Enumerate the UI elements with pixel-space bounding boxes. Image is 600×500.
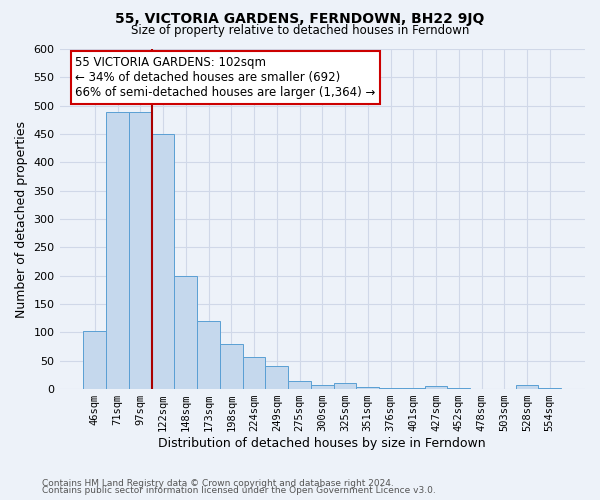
Bar [175,276,197,389]
Bar [242,357,265,389]
Bar [220,344,242,389]
Bar [538,388,561,389]
Bar [129,112,152,389]
Text: 55 VICTORIA GARDENS: 102sqm
← 34% of detached houses are smaller (692)
66% of se: 55 VICTORIA GARDENS: 102sqm ← 34% of det… [76,56,376,99]
Bar [515,385,538,389]
Bar [106,112,129,389]
X-axis label: Distribution of detached houses by size in Ferndown: Distribution of detached houses by size … [158,437,486,450]
Bar [356,388,379,389]
Bar [152,134,175,389]
Bar [311,384,334,389]
Bar [425,386,448,389]
Text: Contains public sector information licensed under the Open Government Licence v3: Contains public sector information licen… [42,486,436,495]
Bar [197,321,220,389]
Bar [265,366,288,389]
Text: 55, VICTORIA GARDENS, FERNDOWN, BH22 9JQ: 55, VICTORIA GARDENS, FERNDOWN, BH22 9JQ [115,12,485,26]
Bar [83,330,106,389]
Bar [334,384,356,389]
Bar [379,388,402,389]
Bar [448,388,470,389]
Y-axis label: Number of detached properties: Number of detached properties [15,120,28,318]
Text: Size of property relative to detached houses in Ferndown: Size of property relative to detached ho… [131,24,469,37]
Text: Contains HM Land Registry data © Crown copyright and database right 2024.: Contains HM Land Registry data © Crown c… [42,478,394,488]
Bar [402,388,425,389]
Bar [288,380,311,389]
